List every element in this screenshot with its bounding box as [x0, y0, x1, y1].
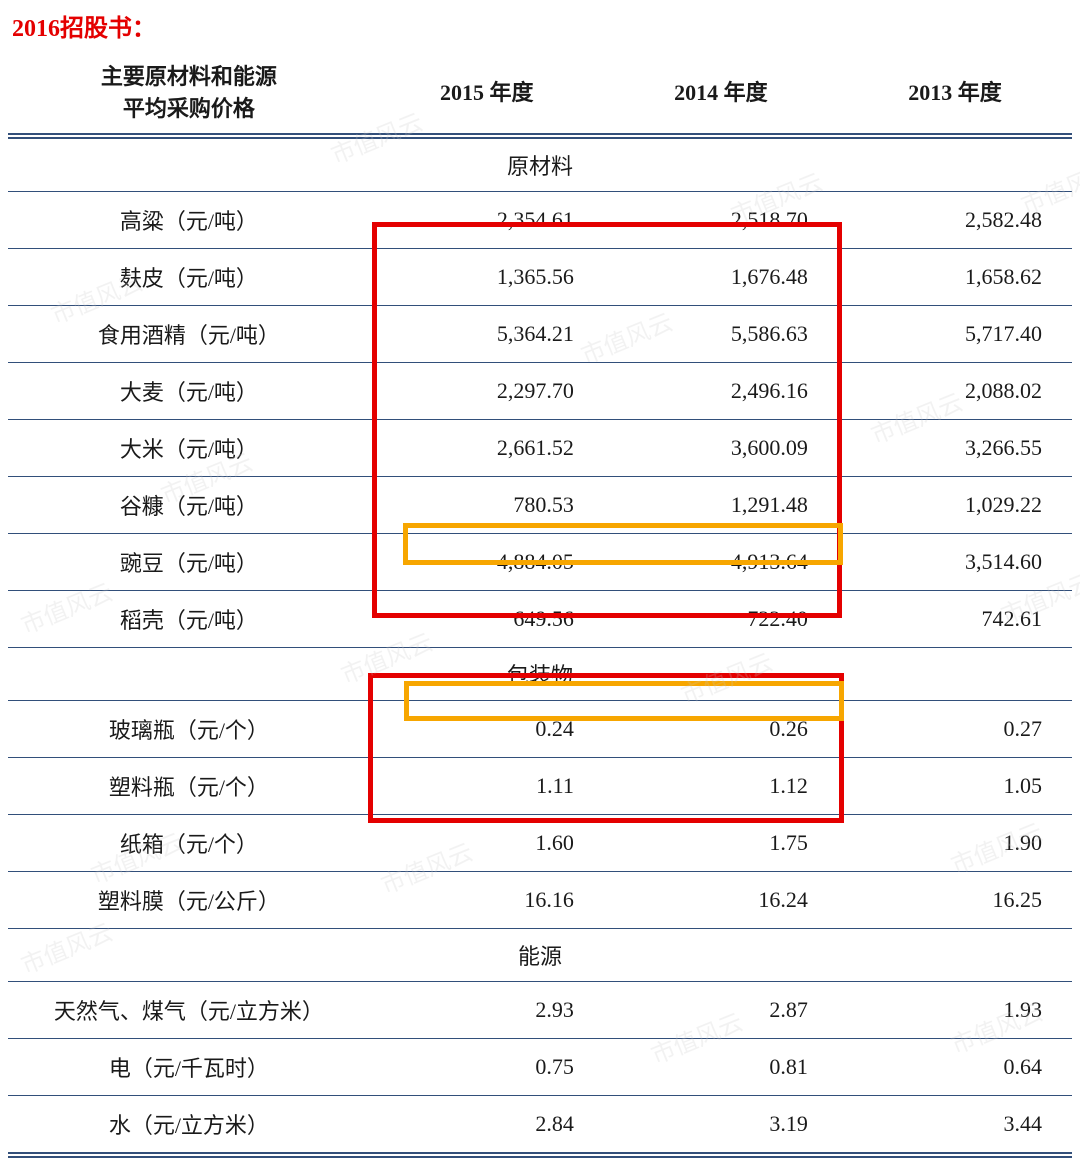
- col-label-header: 主要原材料和能源 平均采购价格: [8, 49, 370, 134]
- section-header-row: 原材料: [8, 139, 1072, 192]
- prices-table: 主要原材料和能源 平均采购价格 2015 年度 2014 年度 2013 年度 …: [8, 49, 1072, 1158]
- cell-value: 1,365.56: [370, 249, 604, 306]
- row-label: 大米（元/吨）: [8, 420, 370, 477]
- section-header-cell: 包装物: [8, 648, 1072, 701]
- cell-value: 1.11: [370, 758, 604, 815]
- cell-value: 3,266.55: [838, 420, 1072, 477]
- row-label: 纸箱（元/个）: [8, 815, 370, 872]
- cell-value: 3.44: [838, 1096, 1072, 1154]
- col-2015-header: 2015 年度: [370, 49, 604, 134]
- section-header-row: 包装物: [8, 648, 1072, 701]
- col-2014-header: 2014 年度: [604, 49, 838, 134]
- cell-value: 2,297.70: [370, 363, 604, 420]
- row-label: 天然气、煤气（元/立方米）: [8, 982, 370, 1039]
- cell-value: 2,582.48: [838, 192, 1072, 249]
- table-row: 豌豆（元/吨）4,884.054,913.643,514.60: [8, 534, 1072, 591]
- table-body: 原材料高粱（元/吨）2,354.612,518.702,582.48麸皮（元/吨…: [8, 139, 1072, 1153]
- table-row: 谷糠（元/吨）780.531,291.481,029.22: [8, 477, 1072, 534]
- cell-value: 1,029.22: [838, 477, 1072, 534]
- cell-value: 4,913.64: [604, 534, 838, 591]
- section-header-row: 能源: [8, 929, 1072, 982]
- cell-value: 2,354.61: [370, 192, 604, 249]
- row-label: 豌豆（元/吨）: [8, 534, 370, 591]
- row-label: 高粱（元/吨）: [8, 192, 370, 249]
- table-row: 水（元/立方米）2.843.193.44: [8, 1096, 1072, 1154]
- table-row: 大麦（元/吨）2,297.702,496.162,088.02: [8, 363, 1072, 420]
- table-row: 食用酒精（元/吨）5,364.215,586.635,717.40: [8, 306, 1072, 363]
- col-label-line1: 主要原材料和能源: [101, 64, 277, 89]
- cell-value: 3.19: [604, 1096, 838, 1154]
- row-label: 谷糠（元/吨）: [8, 477, 370, 534]
- cell-value: 1.12: [604, 758, 838, 815]
- cell-value: 16.16: [370, 872, 604, 929]
- cell-value: 1.05: [838, 758, 1072, 815]
- cell-value: 0.24: [370, 701, 604, 758]
- table-container: 主要原材料和能源 平均采购价格 2015 年度 2014 年度 2013 年度 …: [8, 49, 1072, 1158]
- table-row: 塑料膜（元/公斤）16.1616.2416.25: [8, 872, 1072, 929]
- cell-value: 2.87: [604, 982, 838, 1039]
- cell-value: 1.60: [370, 815, 604, 872]
- cell-value: 16.24: [604, 872, 838, 929]
- table-row: 天然气、煤气（元/立方米）2.932.871.93: [8, 982, 1072, 1039]
- cell-value: 2.84: [370, 1096, 604, 1154]
- cell-value: 0.27: [838, 701, 1072, 758]
- table-header-row: 主要原材料和能源 平均采购价格 2015 年度 2014 年度 2013 年度: [8, 49, 1072, 134]
- table-row: 电（元/千瓦时）0.750.810.64: [8, 1039, 1072, 1096]
- cell-value: 1,676.48: [604, 249, 838, 306]
- document-title: 2016招股书：: [8, 8, 1072, 43]
- cell-value: 5,717.40: [838, 306, 1072, 363]
- cell-value: 2,088.02: [838, 363, 1072, 420]
- row-label: 麸皮（元/吨）: [8, 249, 370, 306]
- cell-value: 3,600.09: [604, 420, 838, 477]
- cell-value: 649.56: [370, 591, 604, 648]
- cell-value: 1,658.62: [838, 249, 1072, 306]
- row-label: 大麦（元/吨）: [8, 363, 370, 420]
- section-header-cell: 能源: [8, 929, 1072, 982]
- cell-value: 2.93: [370, 982, 604, 1039]
- cell-value: 5,364.21: [370, 306, 604, 363]
- cell-value: 16.25: [838, 872, 1072, 929]
- cell-value: 2,661.52: [370, 420, 604, 477]
- row-label: 塑料瓶（元/个）: [8, 758, 370, 815]
- table-row: 玻璃瓶（元/个）0.240.260.27: [8, 701, 1072, 758]
- cell-value: 2,496.16: [604, 363, 838, 420]
- table-row: 稻壳（元/吨）649.56722.40742.61: [8, 591, 1072, 648]
- cell-value: 1,291.48: [604, 477, 838, 534]
- row-label: 电（元/千瓦时）: [8, 1039, 370, 1096]
- table-row: 高粱（元/吨）2,354.612,518.702,582.48: [8, 192, 1072, 249]
- row-label: 食用酒精（元/吨）: [8, 306, 370, 363]
- col-label-line2: 平均采购价格: [123, 96, 255, 121]
- table-row: 大米（元/吨）2,661.523,600.093,266.55: [8, 420, 1072, 477]
- col-2013-header: 2013 年度: [838, 49, 1072, 134]
- cell-value: 5,586.63: [604, 306, 838, 363]
- cell-value: 1.90: [838, 815, 1072, 872]
- table-row: 纸箱（元/个）1.601.751.90: [8, 815, 1072, 872]
- section-header-cell: 原材料: [8, 139, 1072, 192]
- cell-value: 780.53: [370, 477, 604, 534]
- cell-value: 722.40: [604, 591, 838, 648]
- cell-value: 0.26: [604, 701, 838, 758]
- cell-value: 2,518.70: [604, 192, 838, 249]
- cell-value: 742.61: [838, 591, 1072, 648]
- cell-value: 0.75: [370, 1039, 604, 1096]
- row-label: 塑料膜（元/公斤）: [8, 872, 370, 929]
- cell-value: 4,884.05: [370, 534, 604, 591]
- cell-value: 1.75: [604, 815, 838, 872]
- row-label: 玻璃瓶（元/个）: [8, 701, 370, 758]
- table-row: 塑料瓶（元/个）1.111.121.05: [8, 758, 1072, 815]
- cell-value: 3,514.60: [838, 534, 1072, 591]
- row-label: 稻壳（元/吨）: [8, 591, 370, 648]
- cell-value: 0.81: [604, 1039, 838, 1096]
- row-label: 水（元/立方米）: [8, 1096, 370, 1154]
- cell-value: 1.93: [838, 982, 1072, 1039]
- table-row: 麸皮（元/吨）1,365.561,676.481,658.62: [8, 249, 1072, 306]
- cell-value: 0.64: [838, 1039, 1072, 1096]
